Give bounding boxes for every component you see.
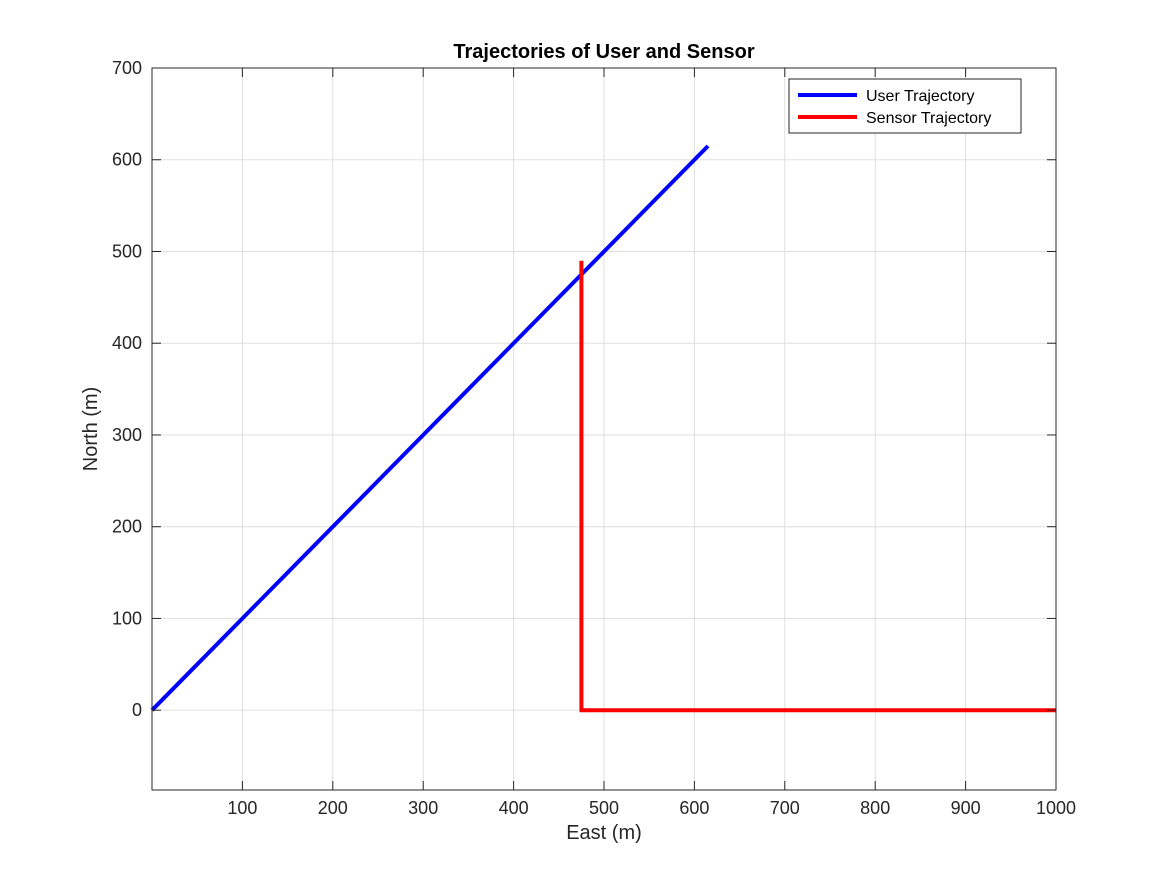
x-tick-label: 500 <box>589 798 619 818</box>
legend: User Trajectory Sensor Trajectory <box>788 78 1022 134</box>
x-tick-label: 800 <box>860 798 890 818</box>
y-tick-label: 700 <box>112 58 142 78</box>
x-tick-label: 300 <box>408 798 438 818</box>
legend-label-2: Sensor Trajectory <box>866 110 991 127</box>
x-tick-label: 100 <box>227 798 257 818</box>
x-axis-label: East (m) <box>566 822 642 844</box>
y-tick-label: 400 <box>112 333 142 353</box>
legend-box <box>788 78 1022 134</box>
x-tick-label: 700 <box>770 798 800 818</box>
y-tick-label: 300 <box>112 425 142 445</box>
y-tick-label: 200 <box>112 517 142 537</box>
chart-title: Trajectories of User and Sensor <box>453 41 754 63</box>
series-line-2 <box>579 260 1056 713</box>
plot-lines <box>150 144 1056 713</box>
y-tick-label: 500 <box>112 241 142 261</box>
legend-label-1: User Trajectory <box>866 88 974 105</box>
y-axis-label: North (m) <box>80 387 102 471</box>
x-tick-label: 600 <box>679 798 709 818</box>
x-tick-label: 1000 <box>1036 798 1076 818</box>
y-tick-label: 100 <box>112 608 142 628</box>
series-line-1 <box>150 144 710 712</box>
y-tick-label: 600 <box>112 150 142 170</box>
x-tick-label: 900 <box>951 798 981 818</box>
x-tick-label: 400 <box>499 798 529 818</box>
axis-ticks: 100 200 300 400 500 600 700 800 900 1000 0 100 200 30… <box>112 58 1076 818</box>
y-tick-label: 0 <box>132 700 142 720</box>
x-tick-label: 200 <box>318 798 348 818</box>
